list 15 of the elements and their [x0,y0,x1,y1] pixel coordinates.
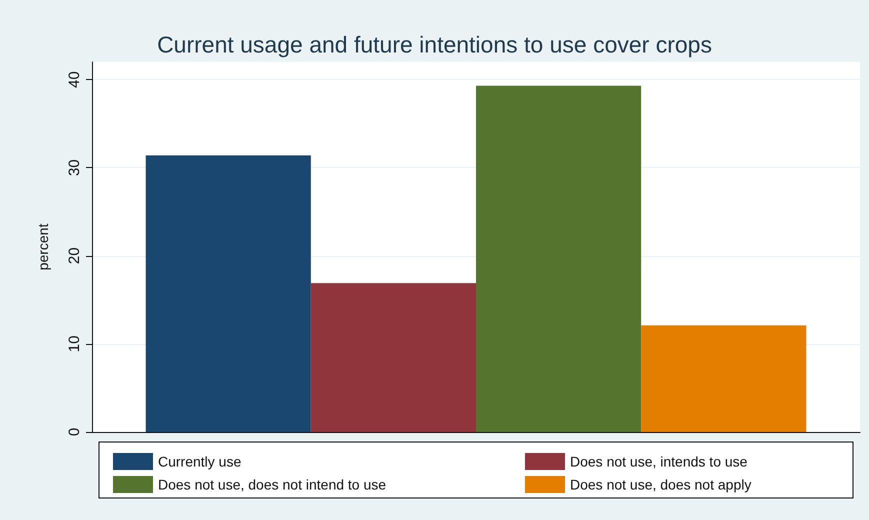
y-tick-label: 40 [66,71,83,88]
legend-label: Does not use, does not intend to use [158,476,386,492]
bar [641,325,806,432]
y-tick-label: 10 [66,336,83,352]
y-tick-label: 0 [66,428,83,436]
legend-label: Currently use [158,454,242,470]
legend-label: Does not use, does not apply [570,476,752,492]
y-tick-label: 30 [66,159,83,176]
chart-title: Current usage and future intentions to use cover crops [157,32,712,58]
bar [146,155,311,432]
bar [476,86,642,432]
legend-label: Does not use, intends to use [570,454,748,470]
bar [310,283,476,432]
y-tick-label: 20 [66,247,83,264]
y-axis-title: percent [35,224,51,270]
